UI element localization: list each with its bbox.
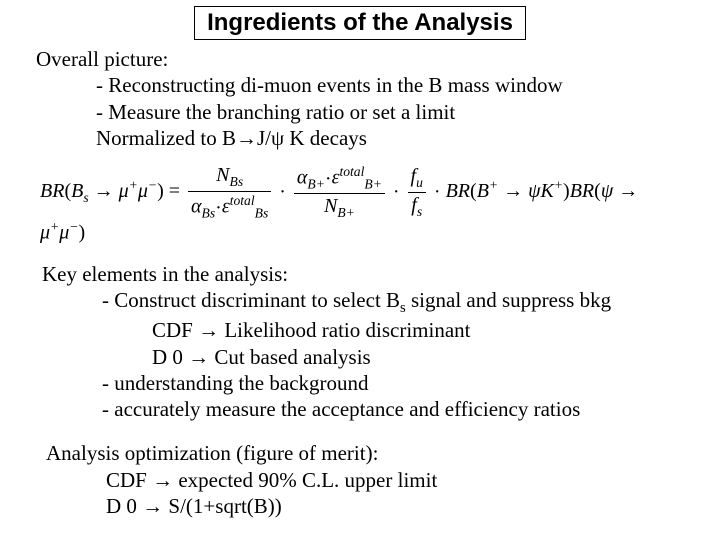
opt-heading: Analysis optimization (figure of merit):	[46, 440, 700, 466]
key-bullet-3: - accurately measure the acceptance and …	[42, 396, 700, 422]
branching-ratio-formula: BR(Bs → μ+μ−) = NBs αBs·εtotalBs · αB+·ε…	[40, 165, 670, 243]
key-sub-2: D 0 → Cut based analysis	[42, 344, 700, 370]
overall-bullet-1: - Reconstructing di-muon events in the B…	[36, 72, 700, 98]
section-optimization: Analysis optimization (figure of merit):…	[0, 440, 720, 519]
overall-heading: Overall picture:	[36, 46, 700, 72]
overall-bullet-3: Normalized to B→J/ψ K decays	[36, 125, 700, 151]
key-sub-1: CDF → Likelihood ratio discriminant	[42, 317, 700, 343]
slide-title: Ingredients of the Analysis	[194, 6, 526, 40]
key-bullet-1: - Construct discriminant to select Bs si…	[42, 287, 700, 318]
opt-line-2: D 0 → S/(1+sqrt(B))	[46, 493, 700, 519]
opt-line-1: CDF → expected 90% C.L. upper limit	[46, 467, 700, 493]
key-heading: Key elements in the analysis:	[42, 261, 700, 287]
overall-bullet-2: - Measure the branching ratio or set a l…	[36, 99, 700, 125]
key-bullet-2: - understanding the background	[42, 370, 700, 396]
section-overall: Overall picture: - Reconstructing di-muo…	[0, 46, 720, 151]
section-key-elements: Key elements in the analysis: - Construc…	[0, 261, 720, 423]
